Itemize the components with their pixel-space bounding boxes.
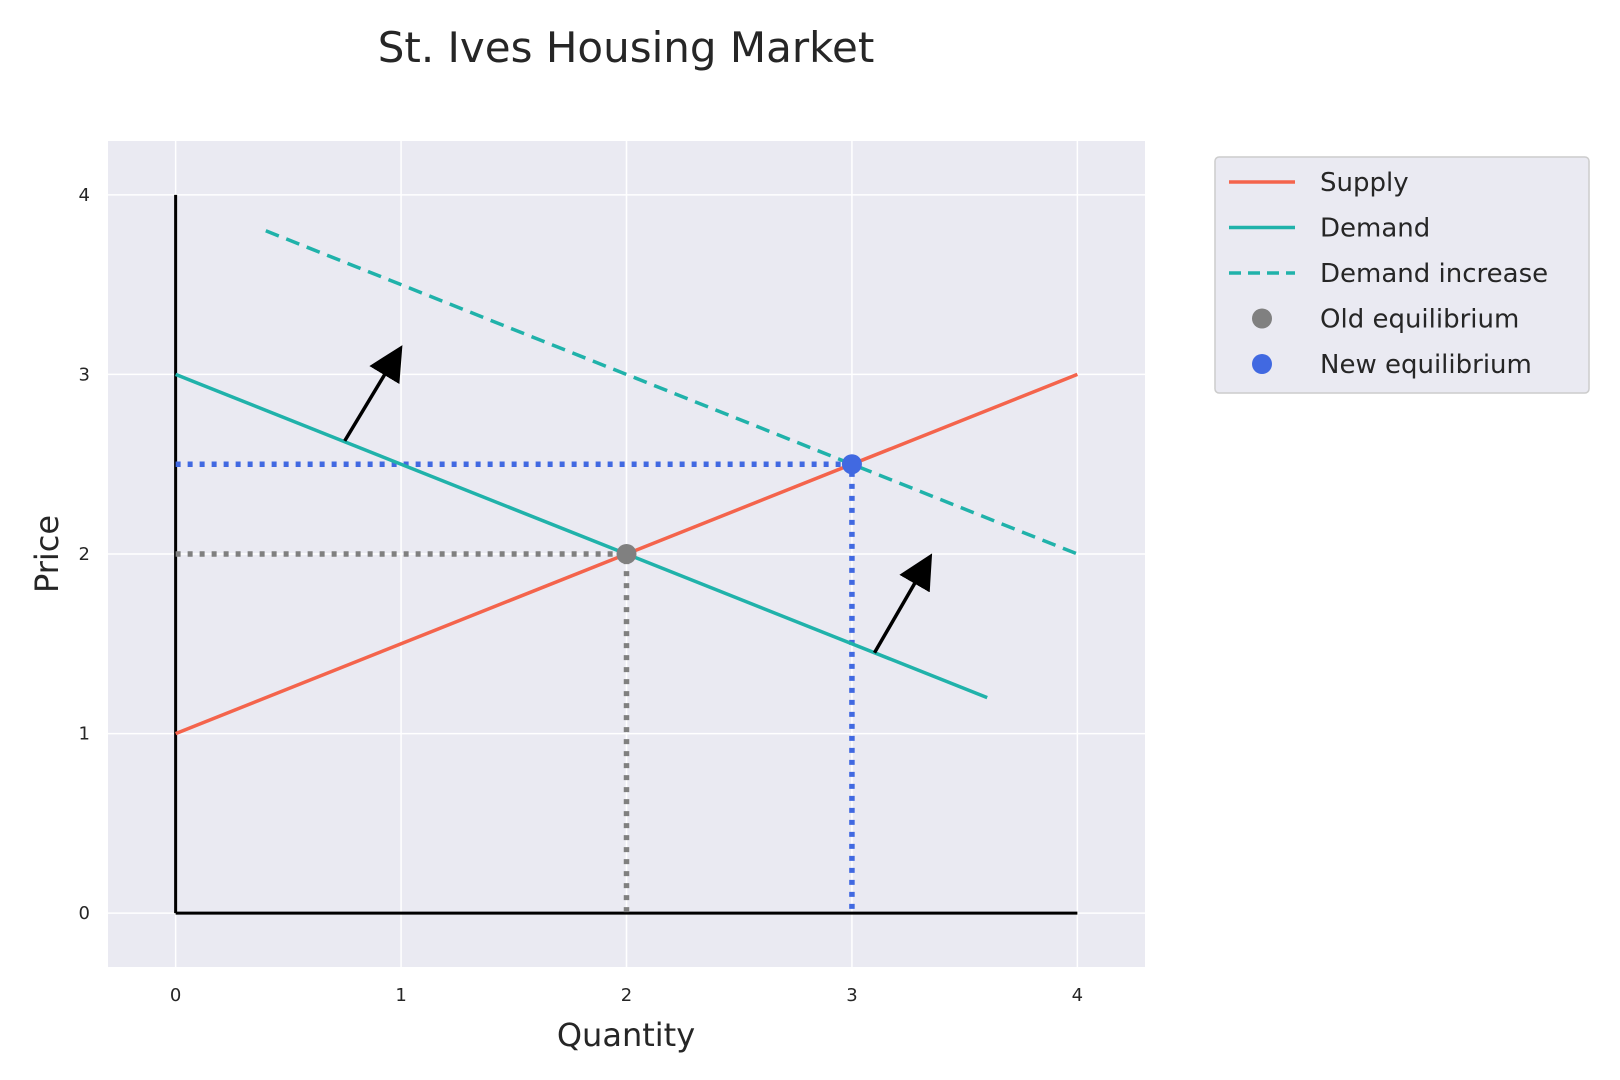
legend-label: Supply: [1320, 168, 1409, 198]
legend-frame: [1214, 156, 1590, 394]
x-tick-label: 3: [846, 985, 857, 1006]
equilibrium-point-old-equilibrium: [616, 544, 637, 564]
legend-label: Demand increase: [1320, 259, 1548, 289]
chart-title: St. Ives Housing Market: [378, 23, 875, 72]
shift-arrow: [872, 553, 933, 654]
x-tick-label: 4: [1072, 985, 1083, 1006]
shift-arrows: [343, 345, 933, 654]
x-tick-label: 1: [395, 985, 406, 1006]
series-line-demand-increase: [265, 229, 1079, 556]
legend-label: Old equilibrium: [1320, 305, 1519, 335]
y-tick-label: 3: [79, 364, 90, 385]
y-tick-label: 2: [79, 544, 90, 565]
shift-arrow: [343, 345, 403, 442]
y-tick-label: 1: [79, 724, 90, 745]
x-tick-label: 2: [621, 985, 632, 1006]
equilibrium-points: [616, 454, 862, 564]
equilibrium-point-new-equilibrium: [841, 454, 862, 475]
x-axis-label: Quantity: [557, 1016, 695, 1054]
y-tick-label: 4: [79, 185, 90, 206]
legend: Supply Demand Demand increase Old equilibri…: [1214, 156, 1590, 394]
y-tick-label: 0: [79, 903, 90, 924]
series-line-demand: [174, 372, 988, 700]
x-tick-label: 0: [170, 985, 181, 1006]
y-axis-label: Price: [28, 515, 66, 593]
legend-marker-old-equilibrium: [1252, 308, 1272, 329]
legend-label: Demand: [1320, 214, 1430, 244]
legend-marker-new-equilibrium: [1252, 354, 1272, 374]
tick-labels: 0 1 2 3 4 0 1 2 3 4: [79, 185, 1084, 1006]
legend-label: New equilibrium: [1320, 350, 1532, 380]
